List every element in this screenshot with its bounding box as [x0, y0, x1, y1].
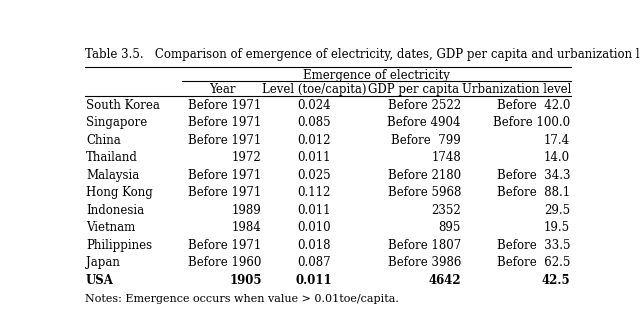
- Text: Before  62.5: Before 62.5: [497, 256, 570, 269]
- Text: Hong Kong: Hong Kong: [86, 186, 153, 199]
- Text: Singapore: Singapore: [86, 116, 147, 129]
- Text: 0.025: 0.025: [297, 169, 331, 182]
- Text: 2352: 2352: [431, 204, 461, 217]
- Text: Malaysia: Malaysia: [86, 169, 140, 182]
- Text: 1989: 1989: [232, 204, 262, 217]
- Text: Table 3.5.   Comparison of emergence of electricity, dates, GDP per capita and u: Table 3.5. Comparison of emergence of el…: [85, 48, 640, 61]
- Text: 0.112: 0.112: [298, 186, 331, 199]
- Text: 0.085: 0.085: [297, 116, 331, 129]
- Text: Before 3986: Before 3986: [388, 256, 461, 269]
- Text: 1984: 1984: [232, 221, 262, 234]
- Text: 42.5: 42.5: [541, 274, 570, 287]
- Text: 0.011: 0.011: [296, 274, 332, 287]
- Text: USA: USA: [86, 274, 114, 287]
- Text: Before 100.0: Before 100.0: [493, 116, 570, 129]
- Text: Before 1971: Before 1971: [188, 116, 262, 129]
- Text: 0.011: 0.011: [297, 204, 331, 217]
- Text: China: China: [86, 134, 121, 147]
- Text: Before 1971: Before 1971: [188, 186, 262, 199]
- Text: Philippines: Philippines: [86, 239, 152, 252]
- Text: 29.5: 29.5: [544, 204, 570, 217]
- Text: Before  34.3: Before 34.3: [497, 169, 570, 182]
- Text: 0.087: 0.087: [297, 256, 331, 269]
- Text: Before  42.0: Before 42.0: [497, 99, 570, 112]
- Text: Before  33.5: Before 33.5: [497, 239, 570, 252]
- Text: Before 1971: Before 1971: [188, 99, 262, 112]
- Text: Urbanization level: Urbanization level: [462, 83, 571, 96]
- Text: 4642: 4642: [428, 274, 461, 287]
- Text: 0.024: 0.024: [297, 99, 331, 112]
- Text: 1748: 1748: [431, 151, 461, 164]
- Text: Before 5968: Before 5968: [388, 186, 461, 199]
- Text: 19.5: 19.5: [544, 221, 570, 234]
- Text: Thailand: Thailand: [86, 151, 138, 164]
- Text: 14.0: 14.0: [544, 151, 570, 164]
- Text: 0.018: 0.018: [297, 239, 331, 252]
- Text: Indonesia: Indonesia: [86, 204, 144, 217]
- Text: Before 1807: Before 1807: [388, 239, 461, 252]
- Text: Emergence of electricity: Emergence of electricity: [303, 69, 450, 82]
- Text: Notes: Emergence occurs when value > 0.01toe/capita.: Notes: Emergence occurs when value > 0.0…: [85, 294, 399, 303]
- Text: Before 1971: Before 1971: [188, 169, 262, 182]
- Text: Before  799: Before 799: [391, 134, 461, 147]
- Text: South Korea: South Korea: [86, 99, 160, 112]
- Text: Before 2180: Before 2180: [388, 169, 461, 182]
- Text: 1905: 1905: [229, 274, 262, 287]
- Text: Before 1971: Before 1971: [188, 134, 262, 147]
- Text: Before 2522: Before 2522: [388, 99, 461, 112]
- Text: Vietnam: Vietnam: [86, 221, 135, 234]
- Text: 895: 895: [438, 221, 461, 234]
- Text: Level (toe/capita): Level (toe/capita): [262, 83, 366, 96]
- Text: Year: Year: [209, 83, 236, 96]
- Text: Before  88.1: Before 88.1: [497, 186, 570, 199]
- Text: 0.012: 0.012: [297, 134, 331, 147]
- Text: Japan: Japan: [86, 256, 120, 269]
- Text: 17.4: 17.4: [544, 134, 570, 147]
- Text: Before 1960: Before 1960: [188, 256, 262, 269]
- Text: GDP per capita: GDP per capita: [368, 83, 459, 96]
- Text: 0.011: 0.011: [297, 151, 331, 164]
- Text: Before 4904: Before 4904: [387, 116, 461, 129]
- Text: 1972: 1972: [232, 151, 262, 164]
- Text: Before 1971: Before 1971: [188, 239, 262, 252]
- Text: 0.010: 0.010: [297, 221, 331, 234]
